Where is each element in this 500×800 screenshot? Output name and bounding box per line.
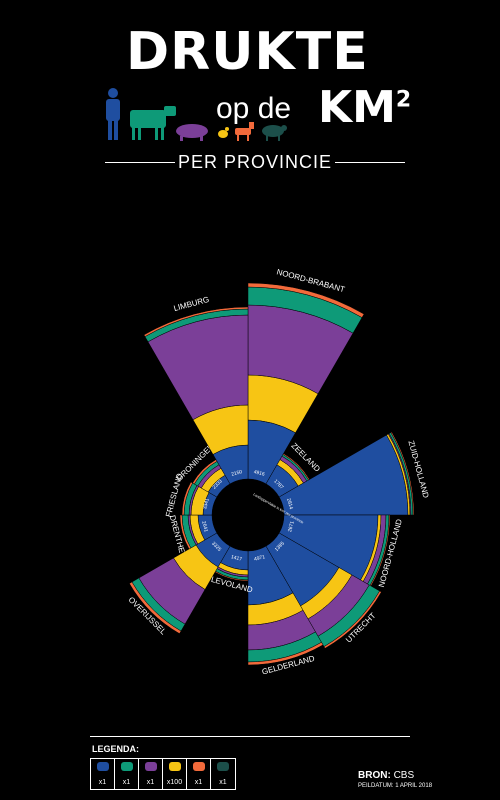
human-icon (96, 762, 109, 771)
source-value: CBS (393, 770, 415, 781)
segment-overijssel-goat (129, 581, 182, 634)
area-flevoland: 1417 (230, 554, 243, 563)
cow-icon (120, 762, 133, 771)
area-friesland: 3341 (202, 498, 211, 511)
area-limburg: 2150 (231, 469, 244, 478)
title-op-de: op de (216, 92, 292, 125)
pig-icon (144, 762, 157, 771)
center-circle (218, 485, 278, 545)
title-km: KM2 (318, 82, 411, 133)
legend-multiplier: x100 (166, 779, 183, 786)
label-limburg: LIMBURG (173, 295, 211, 313)
legend-multiplier: x1 (122, 779, 131, 786)
area-noord-holland: 2671 (287, 520, 296, 533)
title-km-text: KM (318, 82, 396, 133)
subtitle-per-provincie: PER PROVINCIE (177, 152, 333, 172)
legend: x1 x1 x1 x100 x1 x1 (90, 758, 236, 790)
goat-icon (192, 762, 205, 771)
segment-zuid-holland-goat (390, 431, 415, 516)
legend-divider (90, 736, 410, 737)
legend-multiplier: x1 (219, 779, 227, 786)
sheep-icon (217, 762, 229, 771)
legend-item-goat: x1 (187, 759, 211, 789)
source: BRON: CBS (358, 770, 414, 781)
segment-noord-brabant-goat (247, 282, 365, 318)
divider-left (105, 162, 175, 163)
peildatum: PEILDATUM: 1 APRIL 2018 (358, 783, 433, 789)
legend-multiplier: x1 (98, 779, 107, 786)
legend-item-sheep: x1 (211, 759, 235, 789)
chicken-icon (168, 762, 181, 771)
area-zuid-holland: 2814 (285, 498, 294, 511)
area-drenthe: 2641 (200, 520, 209, 533)
subtitle-row: PER PROVINCIE (105, 152, 405, 173)
legend-multiplier: x1 (194, 779, 203, 786)
segment-gelderland-goat (247, 641, 324, 666)
segment-limburg-goat (143, 306, 249, 337)
title-drukte: DRUKTE (126, 22, 369, 82)
area-gelderland: 4971 (253, 554, 266, 563)
source-label: BRON: (358, 770, 391, 781)
area-noord-brabant: 4916 (253, 469, 266, 478)
legend-item-pig: x1 (139, 759, 163, 789)
divider-right (335, 162, 405, 163)
title-km-sup: 2 (395, 87, 412, 113)
legend-item-human: x1 (91, 759, 115, 789)
legend-title: LEGENDA: (92, 744, 139, 754)
legend-item-cow: x1 (115, 759, 139, 789)
segment-utrecht-goat (323, 590, 382, 649)
legend-item-chicken: x100 (163, 759, 187, 789)
legend-multiplier: x1 (146, 779, 155, 786)
